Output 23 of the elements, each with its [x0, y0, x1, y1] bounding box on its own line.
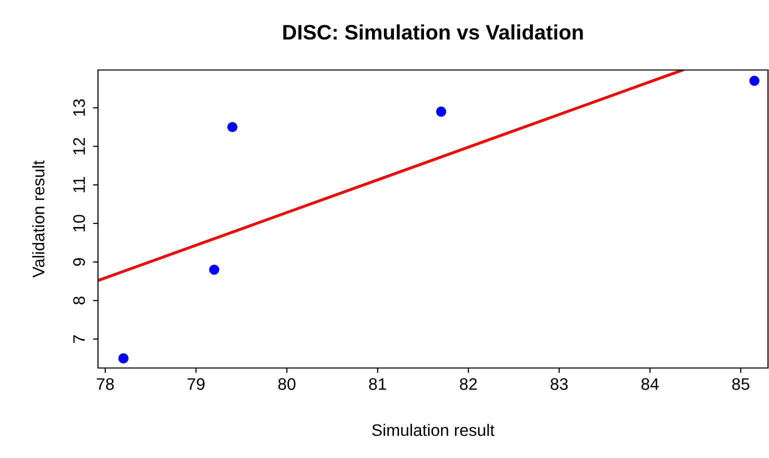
- point: [749, 76, 760, 86]
- x-tick-label: 82: [460, 378, 477, 390]
- y-tick-label: 12: [73, 138, 85, 154]
- y-tick-label: 8: [73, 296, 85, 304]
- y-tick-label: 11: [73, 177, 85, 192]
- x-tick-label: 78: [96, 378, 114, 390]
- y-tick-label: 10: [73, 214, 85, 232]
- y-tick-label: 7: [73, 335, 85, 343]
- point: [118, 353, 129, 364]
- x-tick-label: 83: [550, 378, 568, 390]
- point: [227, 122, 238, 132]
- x-tick-label: 80: [278, 378, 296, 390]
- y-axis-title: Validation result: [32, 160, 44, 278]
- point: [436, 106, 446, 117]
- x-tick-label: 79: [188, 378, 205, 390]
- x-tick-label: 85: [732, 378, 750, 390]
- x-axis-title: Simulation result: [372, 424, 494, 436]
- point: [209, 264, 220, 275]
- y-tick-label: 9: [73, 258, 85, 266]
- y-tick-label: 13: [73, 99, 85, 116]
- x-tick-label: 84: [641, 378, 659, 390]
- x-tick-label: 81: [369, 378, 386, 390]
- chart-title: DISC: Simulation vs Validation: [283, 24, 583, 40]
